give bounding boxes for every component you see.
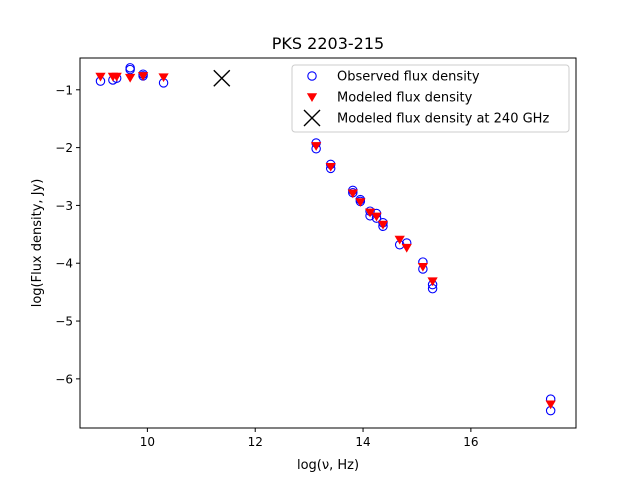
- modeled-point: [137, 72, 149, 81]
- legend-box: [291, 64, 570, 133]
- legend-label: Modeled flux density at 240 GHz: [337, 112, 549, 127]
- data-marks: [95, 63, 556, 416]
- modeled-point: [377, 220, 389, 230]
- y-tick-label: −1: [55, 83, 73, 97]
- modeled-point: [427, 277, 438, 287]
- y-tick-label: −6: [55, 372, 73, 386]
- modeled-point: [347, 189, 358, 199]
- modeled-240ghz-point: [213, 69, 231, 87]
- modeled-point: [401, 243, 412, 253]
- modeled-point: [545, 400, 556, 410]
- modeled-point: [325, 162, 336, 172]
- modeled-point: [311, 142, 322, 151]
- x-tick-label: 14: [355, 435, 370, 449]
- y-axis-label: log(Flux density, Jy): [30, 179, 45, 308]
- chart-title: PKS 2203-215: [272, 34, 384, 53]
- modeled-point: [394, 235, 405, 245]
- modeled-point: [111, 72, 122, 82]
- legend-marker: [307, 71, 317, 81]
- y-tick-label: −2: [55, 141, 73, 155]
- x-tick-label: 16: [463, 435, 478, 449]
- legend-marker: [303, 109, 321, 127]
- x-axis-ticks: 10 12 14 16: [140, 428, 479, 449]
- y-tick-label: −5: [55, 315, 73, 329]
- x-tick-label: 10: [140, 435, 155, 449]
- y-axis-ticks: −6 −5 −4 −3 −2 −1: [55, 83, 80, 386]
- modeled-point: [417, 262, 429, 272]
- modeled-point: [95, 72, 106, 82]
- x-axis-label: log(ν, Hz): [297, 458, 359, 473]
- legend-label: Observed flux density: [337, 70, 480, 85]
- modeled-point: [158, 73, 169, 83]
- observed-point: [125, 64, 135, 75]
- legend: Observed flux density Modeled flux densit…: [291, 64, 570, 133]
- plot-frame: [79, 57, 577, 429]
- modeled-point: [371, 212, 382, 222]
- modeled-point: [125, 73, 136, 83]
- y-tick-label: −3: [55, 199, 73, 213]
- legend-label: Modeled flux density: [337, 91, 473, 106]
- x-tick-label: 12: [248, 435, 263, 449]
- y-tick-label: −4: [55, 257, 73, 271]
- legend-marker: [306, 93, 318, 102]
- modeled-point: [355, 198, 366, 207]
